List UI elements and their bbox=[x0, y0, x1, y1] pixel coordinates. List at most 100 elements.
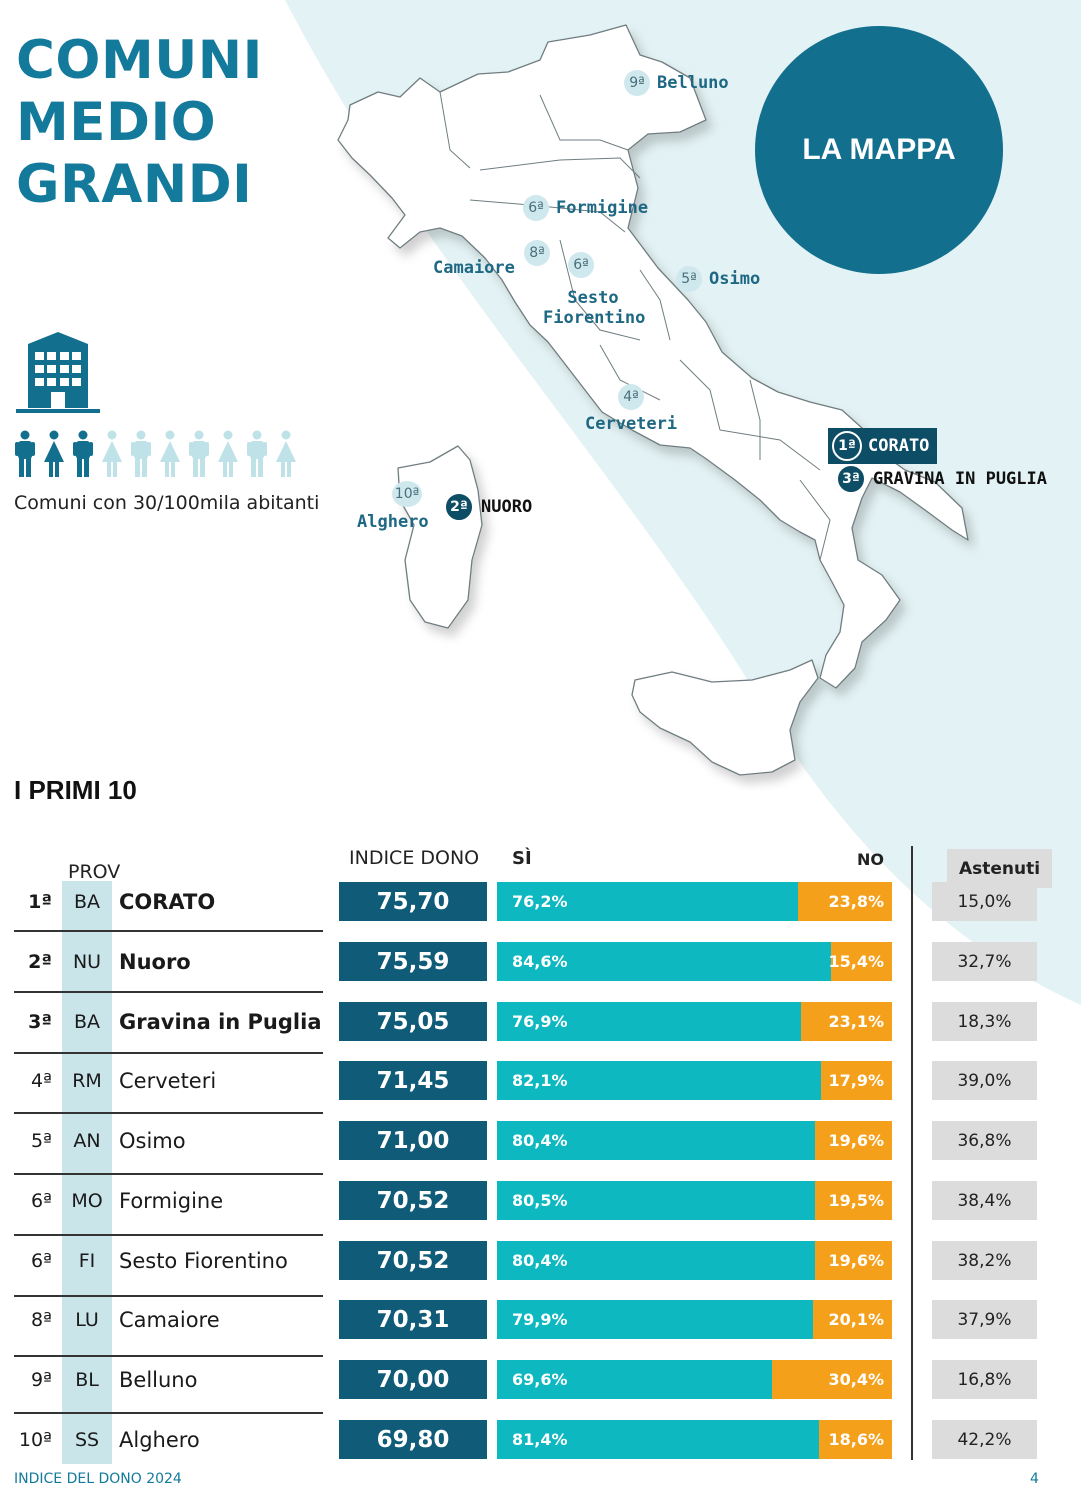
row-separator bbox=[14, 1234, 323, 1236]
yes-segment: 80,5% bbox=[497, 1181, 815, 1220]
region-borders bbox=[439, 91, 831, 561]
woman-light-icon bbox=[102, 430, 122, 477]
rank-cell: 5ª bbox=[30, 1130, 52, 1152]
marker-rank: 4ª bbox=[618, 384, 644, 410]
map-marker-sesto-badge[interactable]: 6ª bbox=[568, 252, 594, 278]
header-prov: PROV bbox=[68, 861, 121, 883]
map-marker-alghero-badge[interactable]: 10ª bbox=[392, 481, 422, 507]
man-light-icon bbox=[189, 430, 209, 477]
city-cell: CORATO bbox=[119, 890, 216, 914]
marker-name: GRAVINA IN PUGLIA bbox=[873, 469, 1047, 489]
sardinia-shape bbox=[397, 445, 483, 629]
no-segment: 19,6% bbox=[815, 1241, 892, 1280]
prov-cell: BA bbox=[73, 891, 101, 913]
header-yes: SÌ bbox=[512, 848, 532, 869]
marker-name: Belluno bbox=[657, 73, 729, 93]
index-value: 75,70 bbox=[339, 882, 487, 921]
index-value: 75,05 bbox=[339, 1002, 487, 1041]
rank-cell: 6ª bbox=[30, 1250, 52, 1272]
map-marker-corato[interactable]: 1ª CORATO bbox=[828, 428, 938, 464]
yes-no-bar: 80,4% 19,6% bbox=[497, 1241, 892, 1280]
map-marker-osimo[interactable]: 5ª Osimo bbox=[676, 266, 760, 292]
index-value: 75,59 bbox=[339, 942, 487, 981]
map-badge: LA MAPPA bbox=[755, 26, 1003, 274]
map-marker-cerveteri-label: Cerveteri bbox=[585, 414, 678, 434]
title-line-2: MEDIO bbox=[16, 92, 217, 153]
city-cell: Camaiore bbox=[119, 1308, 220, 1332]
table-row: 3ª BA Gravina in Puglia 75,05 76,9% 23,1% 18,3… bbox=[0, 1002, 1081, 1042]
table-row: 6ª MO Formigine 70,52 80,5% 19,5% 38,4% bbox=[0, 1181, 1081, 1221]
title-line-1: COMUNI bbox=[16, 30, 263, 91]
map-marker-camaiore-badge[interactable]: 8ª bbox=[524, 240, 550, 266]
yes-segment: 80,4% bbox=[497, 1241, 815, 1280]
map-marker-nuoro[interactable]: 2ª NUORO bbox=[444, 492, 532, 522]
table-row: 1ª BA CORATO 75,70 76,2% 23,8% 15,0% bbox=[0, 882, 1081, 922]
yes-segment: 69,6% bbox=[497, 1360, 772, 1399]
abstained-value: 42,2% bbox=[932, 1420, 1037, 1459]
no-segment: 23,8% bbox=[798, 882, 892, 921]
no-segment: 30,4% bbox=[772, 1360, 892, 1399]
marker-rank: 2ª bbox=[444, 492, 474, 522]
row-separator bbox=[14, 991, 323, 993]
marker-rank: 6ª bbox=[568, 252, 594, 278]
abstained-value: 39,0% bbox=[932, 1061, 1037, 1100]
marker-name: Osimo bbox=[709, 269, 761, 289]
abstained-value: 16,8% bbox=[932, 1360, 1037, 1399]
marker-rank: 10ª bbox=[392, 481, 422, 507]
index-value: 71,00 bbox=[339, 1121, 487, 1160]
table-row: 8ª LU Camaiore 70,31 79,9% 20,1% 37,9% bbox=[0, 1300, 1081, 1340]
yes-no-bar: 81,4% 18,6% bbox=[497, 1420, 892, 1459]
man-icon bbox=[15, 430, 35, 477]
map-marker-gravina[interactable]: 3ª GRAVINA IN PUGLIA bbox=[836, 464, 1047, 494]
row-separator bbox=[14, 1355, 323, 1357]
no-segment: 18,6% bbox=[819, 1420, 892, 1459]
no-segment: 17,9% bbox=[821, 1061, 892, 1100]
table-row: 5ª AN Osimo 71,00 80,4% 19,6% 36,8% bbox=[0, 1121, 1081, 1161]
page-title: COMUNI MEDIO GRANDI bbox=[16, 30, 263, 216]
index-value: 71,45 bbox=[339, 1061, 487, 1100]
index-value: 70,52 bbox=[339, 1241, 487, 1280]
city-cell: Osimo bbox=[119, 1129, 186, 1153]
abstained-value: 15,0% bbox=[932, 882, 1037, 921]
map-marker-belluno[interactable]: 9ª Belluno bbox=[624, 70, 729, 96]
no-segment: 15,4% bbox=[828, 942, 892, 981]
map-marker-cerveteri-badge[interactable]: 4ª bbox=[618, 384, 644, 410]
yes-no-bar: 80,4% 19,6% bbox=[497, 1121, 892, 1160]
yes-no-bar: 79,9% 20,1% bbox=[497, 1300, 892, 1339]
section-title: I PRIMI 10 bbox=[14, 775, 137, 805]
rank-cell: 8ª bbox=[30, 1309, 52, 1331]
prov-column-band bbox=[62, 881, 112, 1464]
row-separator bbox=[14, 1295, 323, 1297]
marker-rank: 1ª bbox=[832, 431, 862, 461]
city-cell: Formigine bbox=[119, 1189, 224, 1213]
rank-cell: 4ª bbox=[30, 1070, 52, 1092]
rank-cell: 3ª bbox=[28, 1011, 52, 1033]
table-row: 2ª NU Nuoro 75,59 84,6% 15,4% 32,7% bbox=[0, 942, 1081, 982]
map-marker-formigine[interactable]: 6ª Formigine bbox=[523, 195, 648, 221]
marker-name: CORATO bbox=[868, 436, 930, 456]
abstained-value: 32,7% bbox=[932, 942, 1037, 981]
rank-cell: 6ª bbox=[30, 1190, 52, 1212]
italy-map bbox=[337, 24, 969, 776]
abstained-value: 38,4% bbox=[932, 1181, 1037, 1220]
row-separator bbox=[14, 930, 323, 932]
no-segment: 20,1% bbox=[813, 1300, 892, 1339]
city-cell: Sesto Fiorentino bbox=[119, 1249, 288, 1273]
abstained-value: 18,3% bbox=[932, 1002, 1037, 1041]
woman-light-icon bbox=[276, 430, 296, 477]
footer-label: INDICE DEL DONO 2024 bbox=[14, 1471, 182, 1487]
row-separator bbox=[14, 1052, 323, 1054]
city-cell: Belluno bbox=[119, 1368, 198, 1392]
no-segment: 19,5% bbox=[815, 1181, 892, 1220]
map-marker-alghero-label: Alghero bbox=[357, 512, 429, 532]
marker-rank: 6ª bbox=[523, 195, 549, 221]
row-separator bbox=[14, 1412, 323, 1414]
index-value: 70,00 bbox=[339, 1360, 487, 1399]
peninsula-shape bbox=[337, 24, 969, 689]
index-value: 70,52 bbox=[339, 1181, 487, 1220]
marker-rank: 5ª bbox=[676, 266, 702, 292]
header-abstained: Astenuti bbox=[947, 849, 1052, 888]
woman-light-icon bbox=[160, 430, 180, 477]
header-no: NO bbox=[857, 850, 884, 869]
prov-cell: BL bbox=[75, 1369, 99, 1391]
